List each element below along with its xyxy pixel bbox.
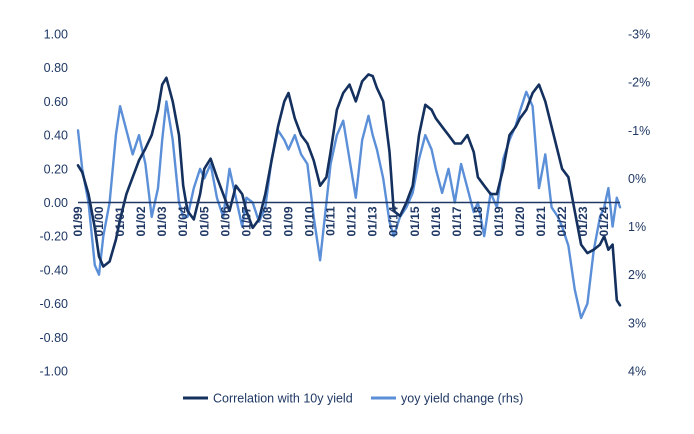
y-tick-label: 0.80	[44, 61, 68, 75]
series-line-yoy-yield-change	[76, 90, 622, 320]
y-tick-label: 0.60	[44, 95, 68, 109]
y-tick-label: 0.20	[44, 162, 68, 176]
x-tick-label: 01/00	[92, 206, 106, 236]
x-tick-label: 01/01	[113, 206, 127, 236]
x-tick-label: 01/07	[239, 206, 253, 236]
x-tick-label: 01/14	[387, 206, 401, 236]
x-tick-label: 01/24	[597, 206, 611, 236]
legend: Correlation with 10y yield yoy yield chan…	[183, 392, 523, 406]
x-tick-label: 01/17	[450, 206, 464, 236]
y-tick-label: -0.20	[40, 230, 69, 244]
y2-tick-label: 2%	[628, 268, 646, 282]
x-tick-label: 01/09	[281, 206, 295, 236]
x-tick-label: 01/15	[408, 206, 422, 236]
x-tick-label: 01/19	[492, 206, 506, 236]
y2-tick-label: -2%	[628, 76, 650, 90]
x-tick-label: 01/20	[513, 206, 527, 236]
x-tick-label: 01/21	[534, 206, 548, 236]
y-tick-label: -0.60	[40, 297, 69, 311]
y2-tick-label: 1%	[628, 220, 646, 234]
x-tick-label: 01/10	[303, 206, 317, 236]
y-axis-left-ticks: 1.00 0.80 0.60 0.40 0.20 0.00 -0.20 -0.40 -0.60 -…	[40, 28, 69, 379]
legend-label: Correlation with 10y yield	[213, 392, 353, 406]
x-tick-label: 01/02	[134, 206, 148, 236]
y2-tick-label: -3%	[628, 28, 650, 42]
x-tick-label: 01/23	[576, 206, 590, 236]
x-tick-label: 01/16	[429, 206, 443, 236]
y-axis-right-ticks: -3% -2% -1% 0% 1% 2% 3% 4%	[628, 28, 650, 379]
y-tick-label: -1.00	[40, 365, 69, 379]
y-tick-label: 0.40	[44, 129, 68, 143]
x-tick-label: 01/22	[555, 206, 569, 236]
x-axis-ticks: 01/99 01/00 01/01 01/02 01/03 01/04 01/05 01/06…	[71, 206, 611, 236]
y-tick-label: -0.40	[40, 263, 69, 277]
x-tick-label: 01/12	[345, 206, 359, 236]
y-tick-label: -0.80	[40, 331, 69, 345]
series-layer	[76, 73, 622, 320]
x-tick-label: 01/08	[260, 206, 274, 236]
y2-tick-label: 0%	[628, 172, 646, 186]
y2-tick-label: 3%	[628, 316, 646, 330]
x-tick-label: 01/06	[218, 206, 232, 236]
y2-tick-label: 4%	[628, 365, 646, 379]
y2-tick-label: -1%	[628, 124, 650, 138]
x-tick-label: 01/99	[71, 206, 85, 236]
x-tick-label: 01/18	[471, 206, 485, 236]
y-tick-label: 0.00	[44, 196, 68, 210]
x-tick-label: 01/03	[155, 206, 169, 236]
x-tick-label: 01/04	[176, 206, 190, 236]
y-tick-label: 1.00	[44, 28, 68, 42]
x-tick-label: 01/13	[366, 206, 380, 236]
series-line-correlation	[76, 73, 622, 307]
legend-label: yoy yield change (rhs)	[401, 392, 523, 406]
x-tick-label: 01/11	[324, 206, 338, 236]
x-tick-label: 01/05	[197, 206, 211, 236]
